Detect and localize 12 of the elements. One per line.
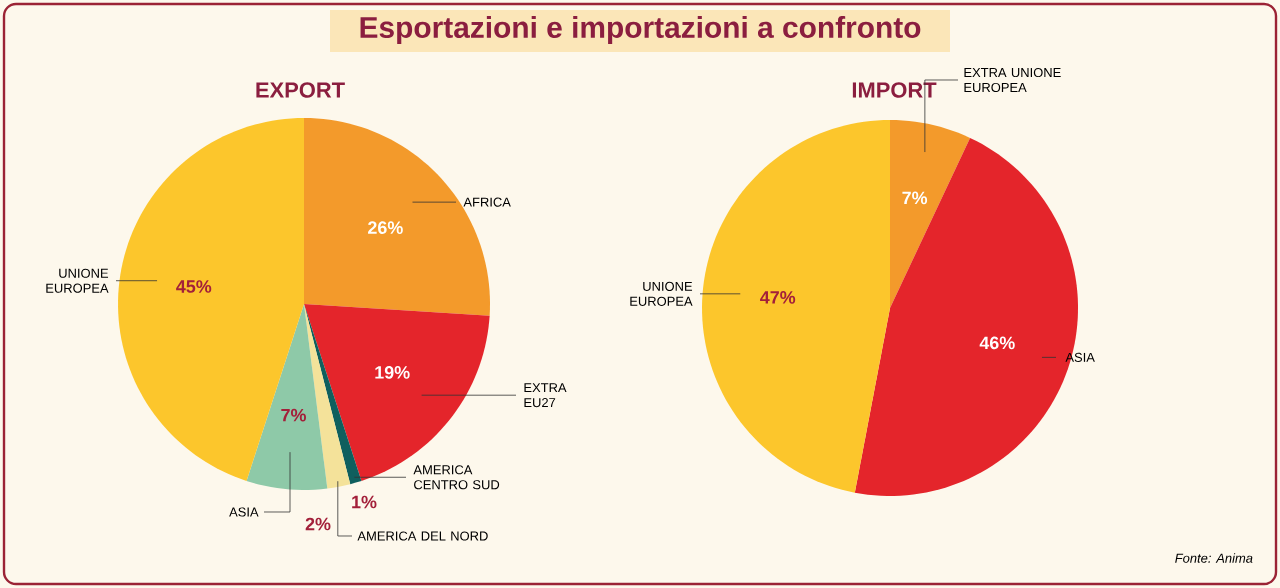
text: IMPORT xyxy=(852,82,937,98)
data-label: 1% xyxy=(352,495,377,509)
data-label: 47% xyxy=(760,291,796,304)
data-label: 26% xyxy=(368,221,403,234)
data-label: 46% xyxy=(979,336,1015,350)
data-label: 7% xyxy=(281,408,306,422)
data-label: 7% xyxy=(902,191,928,205)
data-label: 19% xyxy=(375,366,410,379)
data-label: 2% xyxy=(305,517,331,531)
chart-subtitle: EXPORT xyxy=(256,82,345,98)
data-label: 45% xyxy=(176,280,212,293)
text: Esportazioni e importazioni a confronto xyxy=(360,16,921,44)
